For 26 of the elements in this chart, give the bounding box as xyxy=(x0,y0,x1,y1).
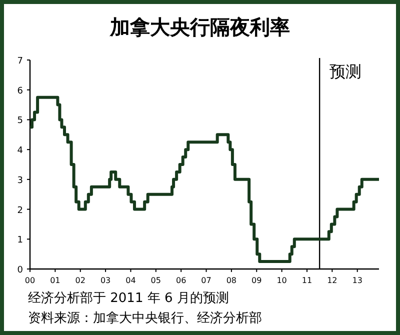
y-tick-label: 2 xyxy=(17,206,23,216)
x-tick-label: 00 xyxy=(24,276,36,285)
x-tick-label: 05 xyxy=(150,276,161,285)
y-tick-label: 1 xyxy=(17,236,23,246)
x-tick-label: 12 xyxy=(327,276,338,285)
ref-line-label: 预测 xyxy=(330,62,362,81)
text: 资料来源：加拿大中央银行、经济分析部 xyxy=(28,311,262,326)
x-tick-label: 07 xyxy=(201,276,212,285)
x-tick-label: 09 xyxy=(252,276,262,285)
x-tick-label: 11 xyxy=(302,276,312,285)
x-tick-label: 03 xyxy=(100,276,111,285)
y-tick-label: 5 xyxy=(17,116,23,126)
x-tick-label: 04 xyxy=(126,276,136,285)
x-tick-label: 13 xyxy=(352,276,362,285)
text: 经济分析部于 2011 年 6 月的预测 xyxy=(28,291,229,306)
x-tick-label: 02 xyxy=(75,276,86,285)
y-tick-label: 0 xyxy=(17,266,24,276)
x-tick-label: 10 xyxy=(276,276,287,285)
y-tick-label: 4 xyxy=(17,146,24,156)
y-tick-label: 7 xyxy=(17,56,23,66)
y-tick-label: 3 xyxy=(17,176,23,186)
x-tick-label: 08 xyxy=(226,276,237,285)
x-tick-label: 01 xyxy=(50,276,60,285)
chart-title: 加拿大央行隔夜利率 xyxy=(109,15,290,39)
x-tick-label: 06 xyxy=(176,276,186,285)
y-tick-label: 6 xyxy=(17,86,24,96)
